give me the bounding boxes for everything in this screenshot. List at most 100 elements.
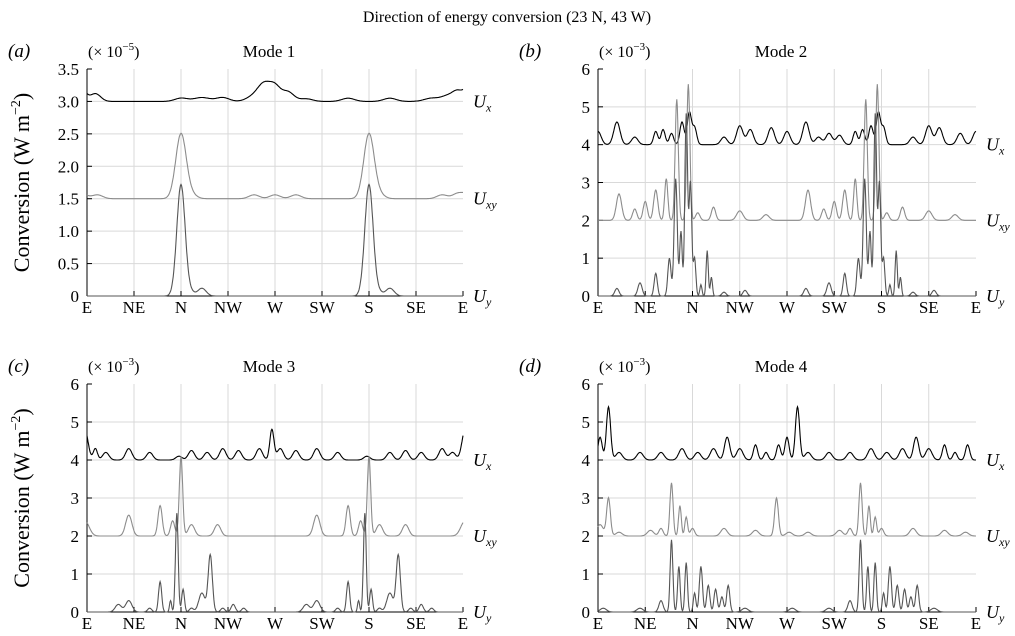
y-tick-label: 1: [71, 565, 80, 584]
y-tick-label: 3.0: [58, 92, 79, 111]
panel-title: Mode 1: [243, 42, 295, 61]
x-tick-label: SW: [822, 614, 848, 633]
x-tick-label: S: [877, 614, 886, 633]
y-tick-label: 4: [582, 451, 591, 470]
x-tick-label: E: [593, 298, 603, 317]
y-tick-label: 0: [582, 287, 591, 306]
y-tick-label: 0: [582, 603, 591, 622]
series-line-Ux: [597, 110, 977, 146]
x-tick-label: E: [458, 614, 468, 633]
x-tick-label: S: [364, 614, 373, 633]
y-tick-label: 6: [582, 60, 591, 79]
panel-title: Mode 2: [755, 42, 807, 61]
y-tick-label: 0: [71, 603, 80, 622]
y-tick-label: 1: [582, 249, 591, 268]
scale-factor-label: (× 10−3): [599, 41, 650, 61]
x-tick-label: W: [267, 614, 284, 633]
x-tick-label: NW: [214, 614, 243, 633]
x-tick-label: E: [82, 298, 92, 317]
panel-label: (d): [519, 356, 541, 377]
y-tick-label: 2.5: [58, 125, 79, 144]
panel-4: 0 1 2 3 4 5 6 E NE N NW W SW S SE E Ux Uxy Uy (d) (× 10−3) Mo…: [519, 356, 1010, 633]
series-line-Ux: [86, 80, 464, 102]
y-tick-label: 6: [71, 375, 80, 394]
x-tick-label: SW: [309, 614, 335, 633]
x-tick-label: E: [971, 298, 981, 317]
y-tick-label: 1: [582, 565, 591, 584]
y-tick-label: 3: [71, 489, 80, 508]
series-line-Ux: [597, 404, 976, 461]
series-line-Uxy: [597, 482, 976, 537]
y-tick-label: 6: [582, 375, 591, 394]
x-tick-label: NW: [214, 298, 243, 317]
x-tick-label: SE: [406, 614, 426, 633]
panel-label: (b): [519, 41, 541, 62]
series-label-Uy: Uy: [473, 602, 492, 625]
x-tick-label: N: [686, 614, 698, 633]
series-line-Ux: [86, 428, 464, 461]
x-tick-label: E: [593, 614, 603, 633]
series-line-Uy: [598, 113, 976, 297]
y-tick-label: 0.5: [58, 255, 79, 274]
series-label-Uxy: Uxy: [473, 189, 497, 212]
panel-3: 0 1 2 3 4 5 6 E NE N NW W SW S SE E Ux Uxy Uy (c) (× 10−3) Mo…: [8, 356, 497, 633]
y-tick-label: 2: [71, 527, 80, 546]
x-tick-label: SE: [406, 298, 426, 317]
series-label-Ux: Ux: [473, 91, 492, 114]
series-line-Uy: [87, 183, 463, 297]
series-line-Uxy: [86, 132, 463, 200]
panel-title: Mode 4: [755, 357, 808, 376]
scale-factor-label: (× 10−3): [599, 356, 650, 376]
panel-label: (a): [8, 41, 30, 62]
y-axis-label: Conversion (W m−2): [9, 93, 34, 272]
x-tick-label: SW: [309, 298, 335, 317]
series-line-Uxy: [598, 84, 976, 221]
y-tick-label: 4: [71, 451, 80, 470]
y-tick-label: 5: [71, 413, 80, 432]
y-tick-label: 3.5: [58, 60, 79, 79]
x-tick-label: E: [971, 614, 981, 633]
x-tick-label: NW: [726, 298, 755, 317]
panel-title: Mode 3: [243, 357, 295, 376]
y-tick-label: 1.0: [58, 222, 79, 241]
x-tick-label: E: [458, 298, 468, 317]
series-label-Ux: Ux: [986, 135, 1005, 158]
y-tick-label: 1.5: [58, 190, 79, 209]
series-label-Ux: Ux: [473, 450, 492, 473]
y-tick-label: 2: [582, 211, 591, 230]
scale-factor-label: (× 10−3): [88, 356, 139, 376]
figure-suptitle: Direction of energy conversion (23 N, 43…: [363, 9, 651, 26]
x-tick-label: W: [779, 298, 796, 317]
y-tick-label: 5: [582, 413, 591, 432]
x-tick-label: SW: [822, 298, 848, 317]
x-tick-label: NE: [123, 614, 146, 633]
y-tick-label: 4: [582, 136, 591, 155]
y-tick-label: 5: [582, 98, 591, 117]
x-tick-label: NE: [634, 614, 657, 633]
x-tick-label: N: [175, 298, 187, 317]
x-tick-label: NE: [634, 298, 657, 317]
x-tick-label: NW: [726, 614, 755, 633]
x-tick-label: W: [267, 298, 284, 317]
x-tick-label: SE: [919, 298, 939, 317]
x-tick-label: E: [82, 614, 92, 633]
series-label-Uxy: Uxy: [986, 526, 1010, 549]
x-tick-label: W: [779, 614, 796, 633]
panel-2: 0 1 2 3 4 5 6 E NE N NW W SW S SE E Ux Uxy Uy (b) (× 10−3) Mo…: [519, 41, 1010, 317]
x-tick-label: S: [364, 298, 373, 317]
series-label-Uy: Uy: [986, 602, 1005, 625]
y-tick-label: 0: [71, 287, 80, 306]
y-tick-label: 3: [582, 489, 591, 508]
x-tick-label: SE: [919, 614, 939, 633]
series-label-Uy: Uy: [986, 286, 1005, 309]
series-label-Uxy: Uxy: [473, 526, 497, 549]
series-label-Ux: Ux: [986, 450, 1005, 473]
y-tick-label: 3: [582, 174, 591, 193]
x-tick-label: N: [686, 298, 698, 317]
panel-1: 0 0.5 1.0 1.5 2.0 2.5 3.0 3.5 E NE N NW W SW S SE E Ux Uxy…: [8, 41, 497, 317]
y-axis-label: Conversion (W m−2): [9, 408, 34, 587]
series-label-Uxy: Uxy: [986, 210, 1010, 233]
series-line-Uy: [87, 513, 463, 613]
series-line-Uxy: [86, 456, 464, 537]
